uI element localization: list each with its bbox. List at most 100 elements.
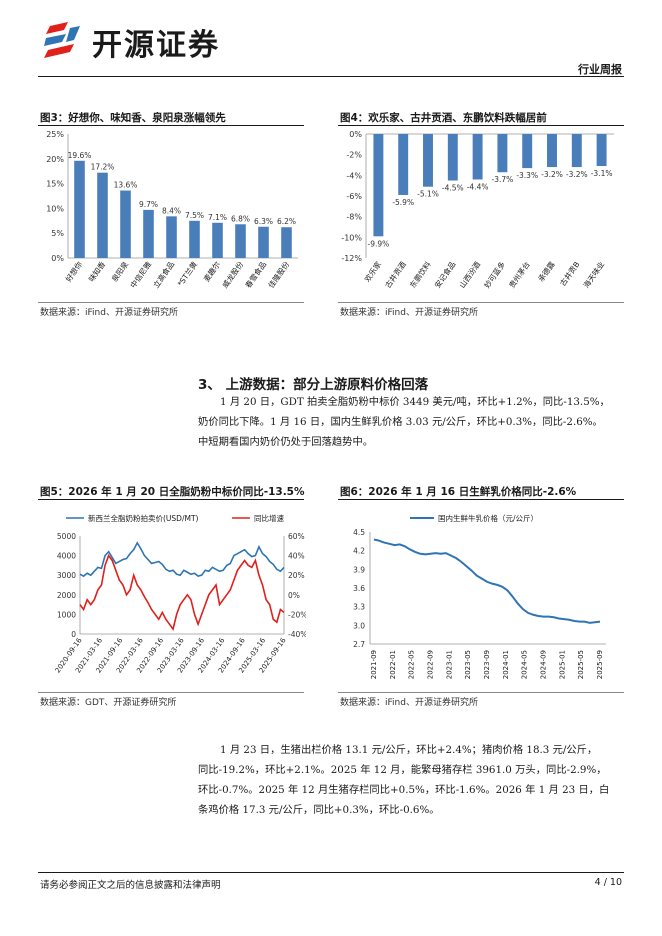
data-label: 19.6% xyxy=(68,151,92,160)
x-tick-label: 佳隆股份 xyxy=(266,259,292,290)
y-tick-label: -8% xyxy=(346,213,362,222)
para-line: 环比-0.7%。2025 年 12 月生猪存栏同比+0.5%，环比-1.6%。2… xyxy=(198,784,610,796)
x-tick-label: 2025-05 xyxy=(577,650,585,679)
bar xyxy=(166,216,177,258)
x-tick-label: 2024-05 xyxy=(521,650,529,679)
x-tick-label: 承德露 xyxy=(536,259,557,284)
bar xyxy=(120,190,131,258)
data-label: -3.1% xyxy=(591,169,613,178)
x-tick-label: 山西汾酒 xyxy=(457,259,483,290)
y-tick-label: 5000 xyxy=(57,532,76,541)
data-label: 6.8% xyxy=(231,214,250,223)
bar xyxy=(522,134,533,169)
y-tick-label: 0 xyxy=(71,630,76,639)
data-label: -5.1% xyxy=(417,190,439,199)
bar xyxy=(143,209,154,258)
fig3-source-rule xyxy=(38,302,304,303)
x-tick-label: 2023-09 xyxy=(483,650,491,679)
x-tick-label: 欢乐家 xyxy=(362,259,383,284)
x-tick-label: 2021-09 xyxy=(370,650,378,679)
para-line: 奶价同比下降。1 月 16 日，国内生鲜乳价格 3.03 元/公斤，环比+0.3… xyxy=(198,416,603,428)
fig3-source: 数据来源：iFind、开源证券研究所 xyxy=(40,308,178,318)
y2-tick-label: 60% xyxy=(288,532,305,541)
data-label: 6.3% xyxy=(254,217,273,226)
fig5-title: 图5：2026 年 1 月 20 日全脂奶粉中标价同比-13.5% xyxy=(40,486,305,498)
x-tick-label: 2022-01 xyxy=(389,650,397,679)
y-tick-label: 4000 xyxy=(57,552,76,561)
x-tick-label: 海天味业 xyxy=(581,259,607,290)
section-3-title: 3、 上游数据：部分上游原料价格回落 xyxy=(198,377,429,393)
x-tick-label: 安记食品 xyxy=(432,259,457,289)
x-tick-label: 2022-05 xyxy=(408,650,416,679)
bar xyxy=(189,220,200,258)
x-tick-label: 好想你 xyxy=(63,259,84,284)
data-label: -3.2% xyxy=(566,170,588,179)
x-tick-label: 古井贡B xyxy=(557,259,581,287)
y-tick-label: 4.5 xyxy=(353,528,365,537)
x-tick-label: 2024-01 xyxy=(502,650,510,679)
data-label: -4.5% xyxy=(442,184,464,193)
fig3-chart: 0% 5% 10% 15% 20% 25% 19.6% 好想你 17.2% 味知香 13.6% 泉阳泉… xyxy=(46,130,298,290)
fig6-source-rule xyxy=(338,692,624,693)
header-rule xyxy=(38,76,624,77)
y2-tick-label: 20% xyxy=(288,571,305,580)
data-label: 9.7% xyxy=(139,200,158,209)
x-tick-label: 妙可蓝多 xyxy=(482,259,508,290)
fig4-title-rule xyxy=(338,125,624,126)
bar xyxy=(571,134,582,168)
y-tick-label: 2.7 xyxy=(353,640,365,649)
bar xyxy=(97,172,108,258)
y-tick-label: 5% xyxy=(51,229,64,238)
data-label: 8.4% xyxy=(162,206,181,215)
footer-disclaimer: 请务必参阅正文之后的信息披露和法律声明 xyxy=(40,880,221,891)
data-label: 13.6% xyxy=(114,181,138,190)
y-tick-label: 3.3 xyxy=(353,603,365,612)
bar xyxy=(423,134,433,187)
footer-rule xyxy=(38,872,624,873)
y-tick-label: 3.0 xyxy=(353,621,365,630)
y-tick-label: 15% xyxy=(46,180,64,189)
bar xyxy=(74,160,85,258)
x-tick-label: 2023-01 xyxy=(445,650,453,679)
data-label: 7.5% xyxy=(185,211,204,220)
bar xyxy=(596,134,607,167)
fig4-chart: 0% -2% -4% -6% -8% -10% -12% -9.9% 欢乐家 -5.9% 古井贡酒 -… xyxy=(341,130,614,290)
bar xyxy=(547,134,557,168)
data-label: -3.2% xyxy=(541,170,563,179)
fig6-title-rule xyxy=(338,499,624,500)
x-tick-label: 2025-01 xyxy=(558,650,566,679)
x-tick-label: 贵州茅台 xyxy=(506,259,531,289)
y2-tick-label: 0% xyxy=(288,591,300,600)
bar xyxy=(373,134,384,237)
fig6-chart: 国内生鲜牛乳价格（元/公斤） 2.7 3.0 3.3 3.6 3.9 4.2 4.5 2021-… xyxy=(353,513,606,679)
bar xyxy=(472,134,483,180)
bar xyxy=(235,224,246,258)
y-tick-label: 3.9 xyxy=(353,565,365,574)
fig5-chart: 新西兰全脂奶粉拍卖价(USD/MT) 同比增速 0 1000 2000 3000 4000 5… xyxy=(54,513,306,674)
y-tick-label: 4.2 xyxy=(353,547,365,556)
yoy-series-line xyxy=(79,553,285,631)
x-tick-label: 麦趣尔 xyxy=(201,259,222,284)
legend-label: 同比增速 xyxy=(254,513,284,523)
data-label: -5.9% xyxy=(392,198,414,207)
bar xyxy=(497,134,508,173)
fig3-title-rule xyxy=(38,125,304,126)
y-tick-label: 0% xyxy=(51,254,64,263)
para-line: 条鸡价格 17.3 元/公斤，同比+0.3%，环比-0.6%。 xyxy=(198,804,440,816)
livestock-paragraph: 1 月 23 日，生猪出栏价格 13.1 元/公斤，环比+2.4%；猪肉价格 1… xyxy=(198,740,624,820)
section-3-paragraph: 1 月 20 日，GDT 拍卖全脂奶粉中标价 3449 美元/吨，环比+1.2%… xyxy=(198,392,624,452)
legend-label: 新西兰全脂奶粉拍卖价(USD/MT) xyxy=(88,513,199,523)
x-tick-label: 2023-05 xyxy=(464,650,472,679)
fig4-title: 图4：欢乐家、古井贡酒、东鹏饮料跌幅居前 xyxy=(340,112,547,124)
y-tick-label: 3000 xyxy=(57,571,76,580)
data-label: -3.7% xyxy=(492,175,514,184)
x-tick-label: *ST兰黄 xyxy=(175,259,200,288)
x-tick-label: 春雪食品 xyxy=(243,259,268,289)
x-tick-label: 2025-09 xyxy=(596,650,604,679)
y-tick-label: -4% xyxy=(346,171,362,180)
x-tick-label: 威龙股份 xyxy=(220,259,246,290)
bar xyxy=(398,134,409,195)
para-line: 1 月 23 日，生猪出栏价格 13.1 元/公斤，环比+2.4%；猪肉价格 1… xyxy=(220,744,598,756)
x-tick-label: 泉阳泉 xyxy=(109,259,130,284)
fig6-title: 图6：2026 年 1 月 16 日生鲜乳价格同比-2.6% xyxy=(340,486,577,498)
